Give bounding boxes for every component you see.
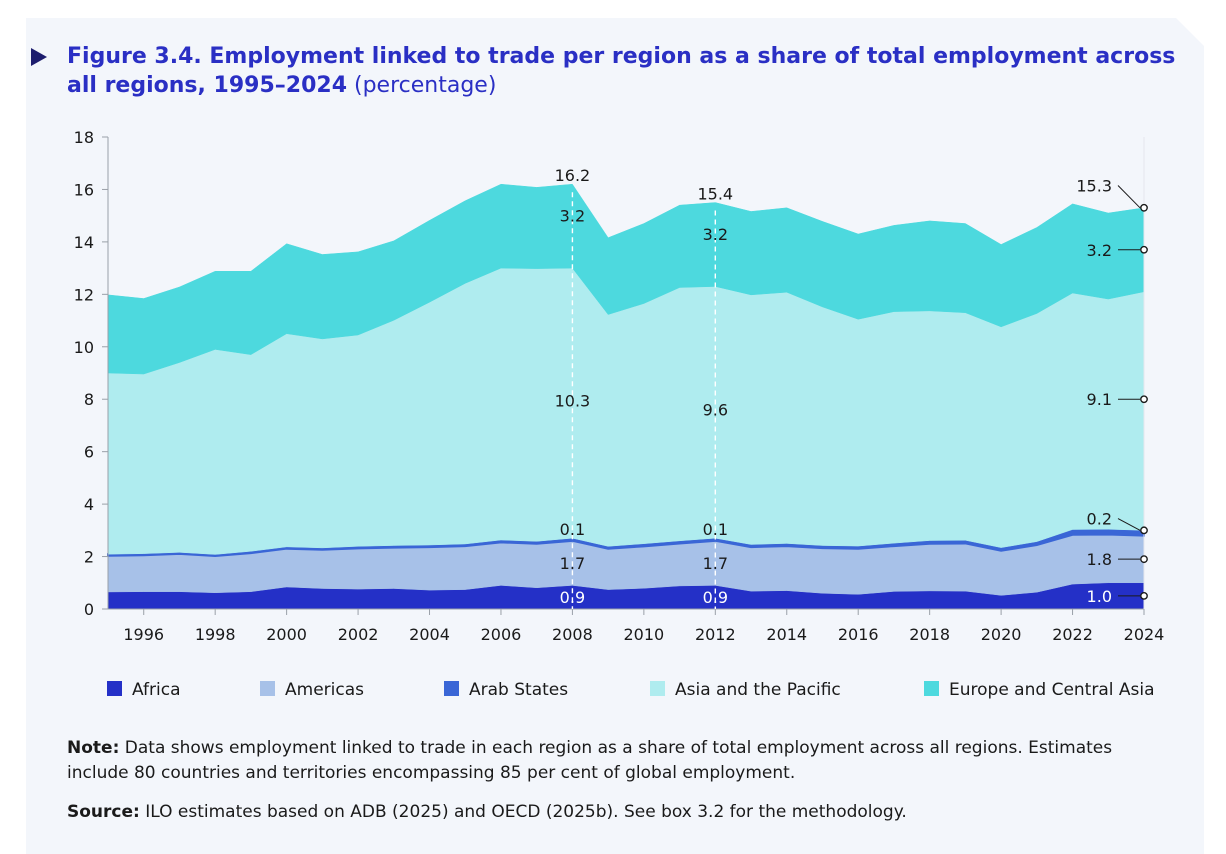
asia-pacific-label-2012: 9.6 [703,401,728,420]
y-tick-label: 12 [74,285,94,304]
note-text: Note: Data shows employment linked to tr… [67,736,1177,786]
figure-title-text: Figure 3.4. Employment linked to trade p… [67,44,1176,98]
arab-states-label-2024: 0.2 [1087,510,1112,529]
x-tick-label: 2010 [624,625,665,644]
africa-label-2008: 0.9 [560,588,585,607]
annotation-marker [1140,555,1148,564]
americas-label-2024: 1.8 [1087,550,1112,569]
x-tick-label: 2002 [338,625,379,644]
y-tick-label: 2 [84,548,94,567]
x-tick-label: 2006 [481,625,522,644]
x-tick-label: 2022 [1052,625,1093,644]
asia-pacific-label-2024: 9.1 [1087,390,1112,409]
legend-swatch-americas [260,681,275,696]
title-arrow-icon [31,48,47,66]
africa-label-2012: 0.9 [703,588,728,607]
x-tick-label: 2020 [981,625,1022,644]
annotation-leader [1117,185,1141,209]
note-body: Data shows employment linked to trade in… [67,738,1113,783]
y-tick-label: 4 [84,495,94,514]
legend-swatch-africa [107,681,122,696]
europe-central-asia-label-2008: 3.2 [560,207,585,226]
legend-label-americas: Americas [285,680,364,700]
asia-pacific-label-2008: 10.3 [555,392,591,411]
source-text: Source: ILO estimates based on ADB (2025… [67,800,1177,825]
figure-title-unit: (percentage) [354,73,497,98]
americas-label-2012: 1.7 [703,554,728,573]
stacked-area-chart: 0 2 4 6 8 10 12 14 16 18 1996 1998 2000 2002 2004 2006 2… [74,128,1165,700]
y-tick-label: 14 [74,233,94,252]
x-tick-label: 1996 [123,625,164,644]
source-label: Source: [67,802,140,822]
arab-states-label-2012: 0.1 [703,520,728,539]
legend-swatch-arab-states [444,681,459,696]
total-label-2008: 16.2 [555,166,591,185]
note-label: Note: [67,738,120,758]
x-tick-label: 2004 [409,625,450,644]
x-tick-label: 2018 [909,625,950,644]
europe-central-asia-label-2024: 3.2 [1087,241,1112,260]
x-tick-label: 2014 [766,625,807,644]
europe-central-asia-label-2012: 3.2 [703,225,728,244]
x-tick-label: 2012 [695,625,736,644]
x-tick-label: 2016 [838,625,879,644]
annotation-leader [1117,518,1141,531]
annotation-marker [1140,526,1148,535]
legend-label-africa: Africa [132,680,181,700]
annotation-marker [1140,203,1148,212]
y-tick-label: 10 [74,338,94,357]
annotation-marker [1140,395,1148,404]
x-tick-label: 2000 [266,625,307,644]
x-tick-label: 1998 [195,625,236,644]
total-label-2012: 15.4 [697,184,733,203]
y-tick-label: 18 [74,128,94,147]
legend-label-asia-and-the-pacific: Asia and the Pacific [675,680,841,700]
annotation-marker [1140,245,1148,254]
arab-states-label-2008: 0.1 [560,520,585,539]
x-tick-label: 2008 [552,625,593,644]
legend-label-europe-and-central-asia: Europe and Central Asia [949,680,1155,700]
y-tick-label: 0 [84,600,94,619]
legend-swatch-europe-and-central-asia [924,681,939,696]
legend-label-arab-states: Arab States [469,680,568,700]
annotation-marker [1140,591,1148,600]
total-label-2024: 15.3 [1076,177,1112,196]
figure-title: Figure 3.4. Employment linked to trade p… [67,42,1177,100]
source-body: ILO estimates based on ADB (2025) and OE… [145,802,907,822]
y-tick-label: 16 [74,180,94,199]
x-tick-label: 2024 [1124,625,1165,644]
americas-label-2008: 1.7 [560,554,585,573]
africa-label-2024: 1.0 [1087,587,1112,606]
y-tick-label: 6 [84,443,94,462]
legend-swatch-asia-and-the-pacific [650,681,665,696]
y-tick-label: 8 [84,390,94,409]
